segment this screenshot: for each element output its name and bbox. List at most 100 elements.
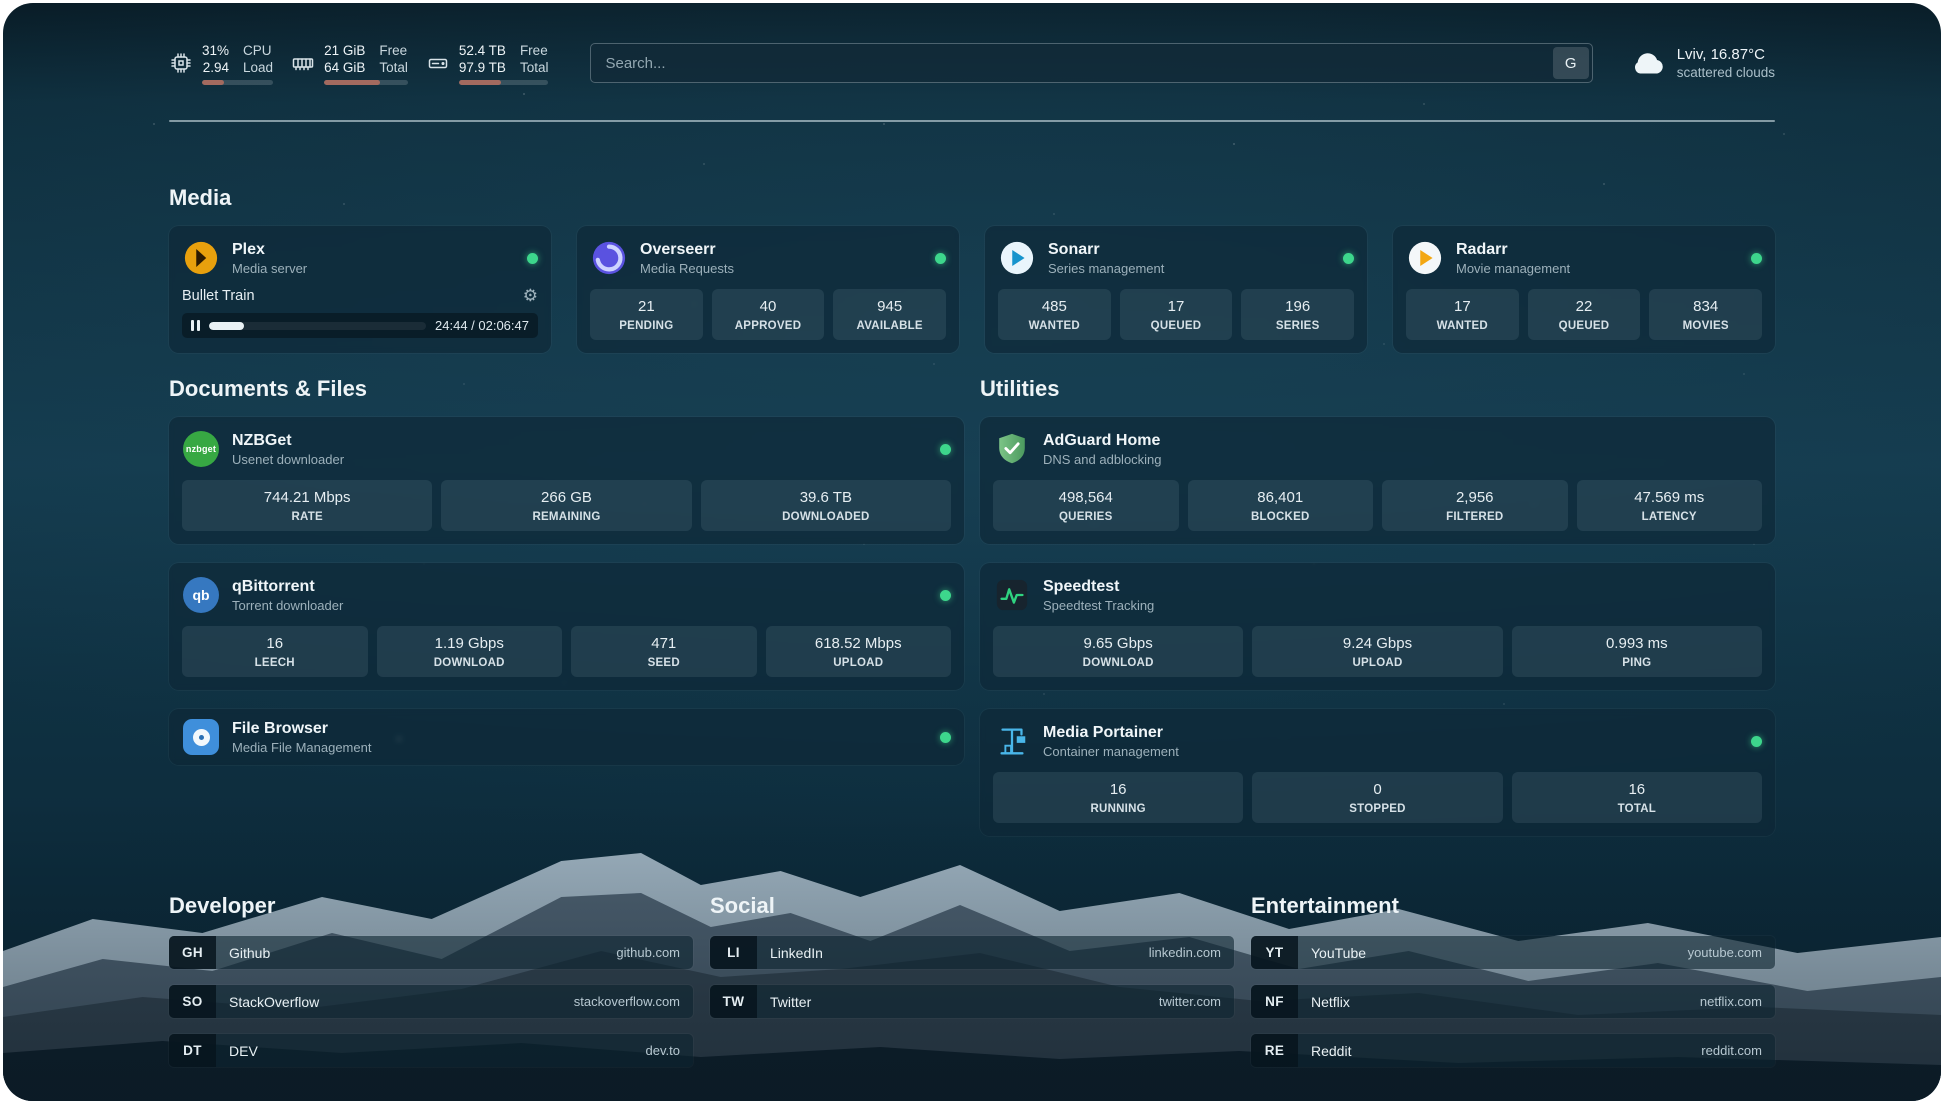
status-online-dot <box>1343 252 1354 264</box>
stat-upload: 618.52 Mbps UPLOAD <box>765 626 951 677</box>
snow-specks <box>3 3 5 5</box>
stat-label: REMAINING <box>532 511 601 523</box>
app-card-nzbget[interactable]: nzbget NZBGet Usenet downloader 744.21 M… <box>169 417 964 544</box>
app-desc: Series management <box>1048 260 1165 276</box>
portainer-icon <box>993 722 1031 760</box>
playback-time: 24:44 / 02:06:47 <box>435 318 529 333</box>
bookmark-name: LinkedIn <box>770 944 823 961</box>
bookmark-url: github.com <box>616 945 680 960</box>
search-engine-button[interactable]: G <box>1552 47 1589 79</box>
stat-queries: 498,564 QUERIES <box>993 480 1179 531</box>
stat-label: RATE <box>291 511 323 523</box>
bookmark-reddit[interactable]: RE Reddit reddit.com <box>1251 1034 1775 1067</box>
qbittorrent-icon: qb <box>182 576 220 614</box>
status-online-dot <box>527 252 538 264</box>
stat-total: 16 TOTAL <box>1511 772 1762 823</box>
bookmark-abbr: DT <box>169 1034 216 1067</box>
app-name: Speedtest <box>1043 577 1120 595</box>
stat-label: QUEUED <box>1558 320 1610 332</box>
topbar: 31% 2.94 CPU Load <box>169 39 1775 87</box>
stat-label: LATENCY <box>1641 511 1697 523</box>
stat-approved: 40 APPROVED <box>711 289 825 340</box>
bookmark-group-developer: Developer GH Github github.com SO StackO… <box>169 892 693 1067</box>
bookmark-url: linkedin.com <box>1148 945 1221 960</box>
app-card-speedtest[interactable]: Speedtest Speedtest Tracking 9.65 Gbps D… <box>980 563 1775 690</box>
bookmark-netflix[interactable]: NF Netflix netflix.com <box>1251 985 1775 1018</box>
documents-column: Documents & Files nzbget NZBGet Usenet d… <box>169 375 964 836</box>
stat-value: 9.24 Gbps <box>1342 635 1413 652</box>
bookmark-name: StackOverflow <box>229 993 320 1010</box>
stat-label: MOVIES <box>1682 320 1729 332</box>
plex-icon <box>182 239 220 277</box>
stat-rate: 744.21 Mbps RATE <box>182 480 433 531</box>
memory-total-label: Total <box>379 59 408 75</box>
app-card-plex[interactable]: Plex Media server Bullet Train ⚙ 24:44 /… <box>169 226 551 353</box>
bookmark-url: reddit.com <box>1701 1043 1762 1058</box>
bookmark-url: netflix.com <box>1699 994 1762 1009</box>
stat-value: 485 <box>1041 298 1067 315</box>
bookmark-stackoverflow[interactable]: SO StackOverflow stackoverflow.com <box>169 985 693 1018</box>
section-title-developer: Developer <box>169 893 276 918</box>
bookmark-name: Github <box>229 944 271 961</box>
app-card-filebrowser[interactable]: File Browser Media File Management <box>169 709 964 765</box>
stat-label: RUNNING <box>1090 803 1146 815</box>
app-card-portainer[interactable]: Media Portainer Container management 16 … <box>980 709 1775 836</box>
disk-total: 97.9 TB <box>458 59 506 75</box>
app-card-radarr[interactable]: Radarr Movie management 17 WANTED 22 QUE… <box>1393 226 1775 353</box>
stat-leech: 16 LEECH <box>182 626 368 677</box>
bookmark-name: YouTube <box>1311 944 1367 961</box>
stat-label: WANTED <box>1436 320 1488 332</box>
app-name: Radarr <box>1456 240 1508 258</box>
sonarr-icon <box>998 239 1036 277</box>
disk-usage-bar <box>458 79 549 85</box>
bookmark-linkedin[interactable]: LI LinkedIn linkedin.com <box>710 936 1234 969</box>
stat-value: 22 <box>1575 298 1593 315</box>
search-input[interactable] <box>590 43 1593 83</box>
app-card-sonarr[interactable]: Sonarr Series management 485 WANTED 17 Q… <box>985 226 1367 353</box>
utilities-column: Utilities <box>980 375 1775 836</box>
stat-upload: 9.24 Gbps UPLOAD <box>1252 626 1503 677</box>
stat-wanted: 485 WANTED <box>998 289 1111 340</box>
memory-total: 64 GiB <box>324 59 366 75</box>
stat-label: QUEUED <box>1150 320 1202 332</box>
stat-download: 1.19 Gbps DOWNLOAD <box>376 626 562 677</box>
stat-value: 0.993 ms <box>1605 635 1668 652</box>
bookmark-url: youtube.com <box>1687 945 1762 960</box>
dashboard-window: 31% 2.94 CPU Load <box>3 3 1941 1101</box>
bookmark-abbr: NF <box>1251 985 1298 1018</box>
bookmark-abbr: LI <box>710 936 757 969</box>
overseerr-icon <box>590 239 628 277</box>
stat-label: QUERIES <box>1058 511 1113 523</box>
media-grid: Plex Media server Bullet Train ⚙ 24:44 /… <box>169 226 1775 353</box>
app-card-adguard[interactable]: AdGuard Home DNS and adblocking 498,564 … <box>980 417 1775 544</box>
disk-total-label: Total <box>519 59 549 75</box>
stat-label: PING <box>1622 657 1652 669</box>
stat-value: 47.569 ms <box>1634 489 1705 506</box>
app-card-qbittorrent[interactable]: qb qBittorrent Torrent downloader 16 <box>169 563 964 690</box>
adguard-icon <box>993 430 1031 468</box>
stat-label: SERIES <box>1275 320 1320 332</box>
playback-progress-track[interactable] <box>209 321 427 330</box>
bookmark-github[interactable]: GH Github github.com <box>169 936 693 969</box>
stat-value: 744.21 Mbps <box>263 489 351 506</box>
cpu-load: 2.94 <box>202 59 230 75</box>
bookmark-abbr: GH <box>169 936 216 969</box>
settings-gear-icon[interactable]: ⚙ <box>522 286 538 305</box>
cloud-icon <box>1634 53 1663 74</box>
disk-resource: 52.4 TB 97.9 TB Free Total <box>426 42 549 85</box>
app-desc: DNS and adblocking <box>1043 451 1162 467</box>
bookmark-youtube[interactable]: YT YouTube youtube.com <box>1251 936 1775 969</box>
stat-label: FILTERED <box>1446 511 1504 523</box>
pause-icon[interactable] <box>191 320 200 331</box>
nzbget-icon: nzbget <box>182 430 220 468</box>
bookmark-dev[interactable]: DT DEV dev.to <box>169 1034 693 1067</box>
weather-location-temp: Lviv, 16.87°C <box>1676 46 1765 63</box>
bookmark-twitter[interactable]: TW Twitter twitter.com <box>710 985 1234 1018</box>
stat-label: BLOCKED <box>1250 511 1310 523</box>
stat-value: 471 <box>651 635 677 652</box>
app-card-overseerr[interactable]: Overseerr Media Requests 21 PENDING 40 A… <box>577 226 959 353</box>
stat-ping: 0.993 ms PING <box>1511 626 1762 677</box>
stat-value: 40 <box>759 298 777 315</box>
filebrowser-icon <box>182 718 220 756</box>
bookmark-name: Twitter <box>770 993 812 1010</box>
